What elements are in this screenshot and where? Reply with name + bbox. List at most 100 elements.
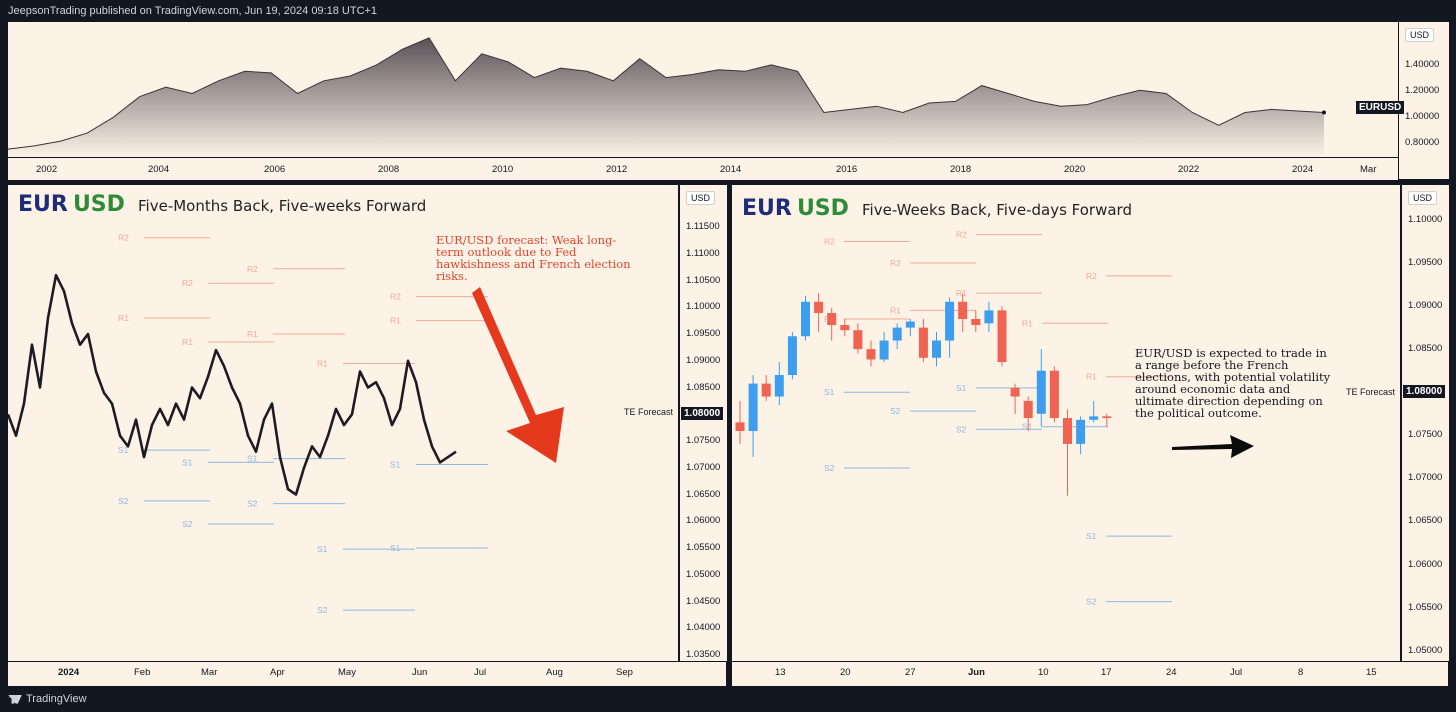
left-y-tick: 1.09000 <box>686 354 721 366</box>
left-y-tick: 1.07000 <box>686 461 721 473</box>
candle-body <box>1063 418 1072 444</box>
overview-x-tick: 2022 <box>1178 164 1200 175</box>
candle-body <box>735 422 745 431</box>
overview-unit-badge[interactable]: USD <box>1405 28 1435 42</box>
right-y-tick: 1.05500 <box>1408 601 1443 613</box>
left-x-tick: Sep <box>616 667 633 678</box>
overview-x-tick: Mar <box>1360 164 1377 175</box>
left-chart-title: EUR USD Five-Months Back, Five-weeks For… <box>18 192 426 217</box>
right-pivot-label: S1 <box>824 387 835 397</box>
candle-body <box>1036 370 1046 414</box>
candle-body <box>748 383 758 431</box>
right-x-tick: Jul <box>1230 667 1243 678</box>
left-y-tick: 1.07500 <box>686 435 721 447</box>
overview-time-axis[interactable]: 2002 2004 2006 2008 2010 2012 2014 2016 … <box>8 157 1398 180</box>
candle-body <box>958 301 968 319</box>
candle-body <box>866 349 876 360</box>
right-candle-plot: R2R1R2R1R2R1R1R2R1S1S1S2S2S1S2S1S2 <box>735 230 1254 607</box>
right-title-usd: USD <box>796 196 849 221</box>
left-pivot-label: S1 <box>182 457 193 467</box>
left-y-tick: 1.08500 <box>686 381 721 393</box>
candle-body <box>1076 419 1086 444</box>
right-y-tick: 1.10000 <box>1408 213 1443 225</box>
right-pivot-label: R2 <box>956 230 967 240</box>
candle-body <box>814 301 824 313</box>
right-pivot-label: R2 <box>824 236 835 246</box>
candle-body <box>984 310 994 324</box>
right-x-tick: 13 <box>775 667 786 678</box>
right-x-tick: 8 <box>1298 667 1304 678</box>
overview-x-tick: 2012 <box>606 164 628 175</box>
right-x-tick: 27 <box>905 667 916 678</box>
candle-body <box>1049 370 1059 419</box>
left-pivot-label: S2 <box>118 496 129 506</box>
left-y-tick: 1.03500 <box>686 649 721 660</box>
right-chart-pane[interactable]: R2R1R2R1R2R1R1R2R1S1S1S2S2S1S2S1S2 <box>732 185 1400 661</box>
left-price-line <box>8 273 457 496</box>
left-chart-pane[interactable]: R2 R1 R2 R1 R2 R1 R1 R2 R1 S1 S1 S1 S2 S2 S2 S1 S1 S1 S2 <box>8 185 678 661</box>
left-price-scale[interactable]: USD 1.11500 1.11000 1.10500 1.10000 1.09500 1… <box>679 185 727 661</box>
left-forecast-label: TE Forecast <box>624 407 674 417</box>
right-pivot-label: S2 <box>1086 597 1097 607</box>
right-x-tick: 20 <box>840 667 851 678</box>
left-x-tick: 2024 <box>58 667 80 678</box>
left-x-tick: Feb <box>134 667 151 678</box>
left-pivot-label: R2 <box>390 292 401 302</box>
candle-body <box>774 375 784 397</box>
overview-x-tick: 2008 <box>378 164 400 175</box>
left-unit-badge[interactable]: USD <box>686 191 716 205</box>
right-x-tick: Jun <box>968 667 985 678</box>
overview-chart[interactable] <box>8 22 1398 179</box>
right-pivot-label: R2 <box>890 258 901 268</box>
left-title-eur: EUR <box>18 192 68 217</box>
publish-info: JeepsonTrading published on TradingView.… <box>8 5 378 17</box>
candle-body <box>971 319 981 326</box>
left-title-subtitle: Five-Months Back, Five-weeks Forward <box>138 197 427 215</box>
candle-body <box>853 330 863 350</box>
right-time-axis[interactable]: 13 20 27 Jun 10 17 24 Jul 8 15 <box>732 661 1448 686</box>
candle-body <box>932 340 941 358</box>
candle-body <box>1010 387 1020 397</box>
candle-body <box>801 301 810 337</box>
right-annotation: EUR/USD is expected to trade in a range … <box>1135 346 1331 420</box>
left-x-tick: May <box>338 667 356 678</box>
left-pivot-label: S1 <box>247 454 258 464</box>
right-chart-title: EUR USD Five-Weeks Back, Five-days Forwa… <box>742 196 1132 221</box>
right-y-tick: 1.08500 <box>1408 343 1443 355</box>
overview-area-fill <box>8 37 1324 157</box>
right-pivot-label: R2 <box>1086 271 1097 281</box>
left-pivot-label: R1 <box>118 313 129 323</box>
candle-body <box>892 327 902 341</box>
left-y-tick: 1.06500 <box>686 488 721 500</box>
overview-y-tick: 1.20000 <box>1405 85 1440 96</box>
symbol-label: EURUSD <box>1356 101 1405 114</box>
overview-x-tick: 2010 <box>492 164 514 175</box>
right-y-tick: 1.06000 <box>1408 558 1443 570</box>
left-pivot-label: R2 <box>118 233 129 243</box>
left-y-tick: 1.05000 <box>686 568 721 580</box>
left-pivot-label: R2 <box>182 278 193 288</box>
right-unit-badge[interactable]: USD <box>1408 191 1438 205</box>
left-pivot-label: S1 <box>390 543 401 553</box>
overview-price-scale[interactable]: USD 1.40000 1.20000 1.00000 0.80000 <box>1398 22 1449 179</box>
right-y-tick: 1.09500 <box>1408 257 1443 268</box>
candle-body <box>945 301 955 341</box>
right-pivot-label: S2 <box>956 424 967 434</box>
overview-x-tick: 2016 <box>836 164 858 175</box>
right-title-subtitle: Five-Weeks Back, Five-days Forward <box>862 201 1132 219</box>
left-pivot-label: S2 <box>247 499 258 509</box>
right-x-tick: 15 <box>1366 667 1377 678</box>
right-y-tick: 1.07000 <box>1408 472 1443 484</box>
left-pivot-label: S2 <box>182 519 193 529</box>
overview-x-tick: 2014 <box>720 164 742 175</box>
left-y-tick: 1.10000 <box>686 301 721 313</box>
overview-last-point <box>1322 110 1326 115</box>
footer-brand[interactable]: TradingView <box>0 686 1456 712</box>
overview-area-plot <box>8 37 1326 157</box>
right-y-tick: 1.07500 <box>1408 429 1443 441</box>
candle-body <box>827 312 837 326</box>
right-price-scale[interactable]: USD 1.10000 1.09500 1.09000 1.08500 1.07500 1… <box>1401 185 1449 661</box>
right-pivot-label: R1 <box>890 305 901 315</box>
overview-x-tick: 2006 <box>264 164 286 175</box>
left-time-axis[interactable]: 2024 Feb Mar Apr May Jun Jul Aug Sep <box>8 661 726 686</box>
